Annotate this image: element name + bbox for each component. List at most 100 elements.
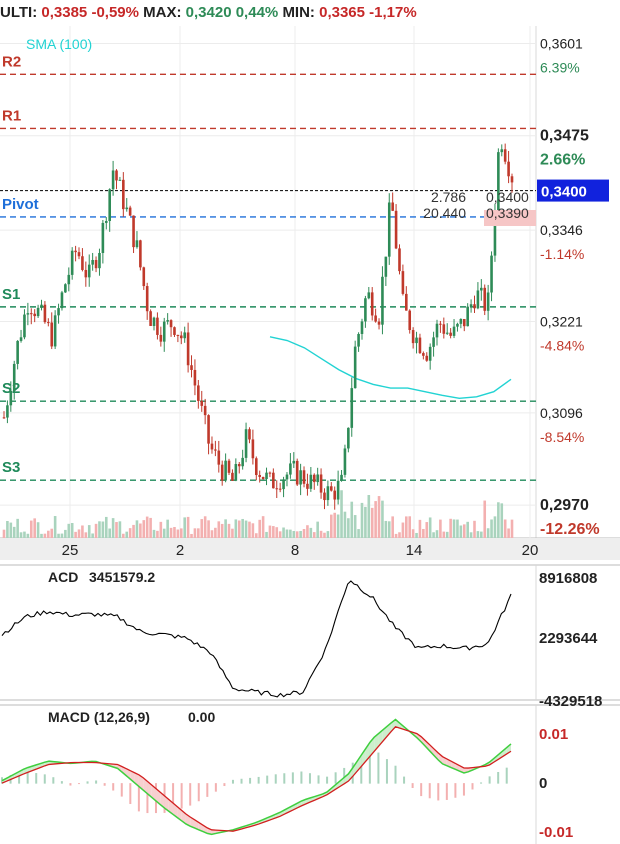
candle-body-89: [306, 483, 309, 489]
candle-body-6: [23, 314, 26, 338]
volume-bar-71: [244, 520, 248, 538]
volume-bar-127: [435, 530, 439, 538]
candle-body-117: [401, 271, 405, 294]
order-book-qty-0: 2.786: [431, 189, 466, 205]
volume-bar-121: [415, 532, 418, 538]
price-tick-pct-1: 2.66%: [540, 152, 585, 169]
volume-bar-62: [214, 527, 217, 538]
volume-bar-3: [12, 526, 16, 538]
candle-body-53: [183, 332, 186, 339]
candle-body-93: [319, 474, 323, 493]
macd-fill-33: [143, 777, 148, 794]
volume-bar-23: [81, 525, 84, 538]
candle-body-52: [179, 335, 183, 339]
macd-hist-bar-54: [231, 779, 234, 784]
macd-fill-32: [138, 774, 144, 791]
quote-header: ULTI: 0,3385 -0,59% MAX: 0,3420 0,44% MI…: [0, 0, 620, 26]
volume-bar-85: [292, 531, 296, 538]
macd-hist-bar-102: [437, 783, 440, 801]
volume-bar-34: [118, 521, 122, 538]
volume-bar-107: [367, 494, 371, 538]
candle-body-75: [258, 475, 262, 477]
candle-body-129: [442, 324, 446, 334]
candle-body-20: [70, 250, 74, 275]
volume-bar-97: [333, 512, 337, 538]
macd-hist-bar-64: [274, 774, 277, 784]
candle-body-144: [493, 212, 497, 256]
candle-body-19: [67, 274, 71, 285]
volume-bar-111: [381, 500, 384, 538]
volume-bar-46: [159, 521, 163, 538]
candle-body-12: [43, 304, 47, 323]
volume-bar-96: [330, 514, 333, 538]
macd-hist-bar-60: [257, 776, 260, 784]
volume-bar-112: [384, 520, 388, 538]
current-price-marker: [537, 179, 609, 202]
candle-body-77: [265, 472, 268, 480]
volume-bar-45: [156, 530, 159, 538]
candle-body-8: [29, 313, 33, 315]
candle-body-71: [244, 429, 248, 458]
volume-bar-117: [401, 522, 405, 538]
macd-fill-101: [434, 748, 439, 761]
macd-hist-bar-20: [86, 781, 89, 784]
order-book-bar-1: [484, 210, 536, 226]
volume-bar-92: [316, 521, 319, 538]
min-value: 0,3365: [319, 4, 365, 21]
order-book-qty-1: 20.440: [423, 205, 466, 221]
candle-body-61: [210, 443, 214, 450]
candle-body-130: [445, 332, 449, 334]
level-label-s1: S1: [2, 286, 20, 303]
macd-hist-bar-74: [317, 775, 320, 784]
sma-polyline: [269, 336, 512, 400]
candle-body-0: [2, 417, 6, 419]
candle-body-43: [149, 311, 152, 326]
candle-body-84: [289, 463, 292, 475]
candle-body-88: [302, 470, 306, 484]
candle-body-140: [480, 287, 483, 291]
volume-bar-67: [231, 528, 234, 538]
price-tick-pct-2: -1.14%: [540, 246, 584, 262]
macd-hist-bar-48: [206, 783, 209, 797]
volume-bar-126: [432, 532, 435, 538]
candle-body-41: [142, 267, 146, 287]
macd-hist-bar-118: [505, 767, 508, 784]
volume-bar-69: [237, 520, 241, 538]
candle-body-47: [162, 321, 166, 342]
macd-tick-2: -0.01: [539, 824, 573, 841]
candle-body-101: [347, 427, 350, 449]
candle-body-99: [340, 474, 343, 481]
volume-bar-22: [77, 529, 81, 538]
candle-body-105: [360, 321, 364, 334]
volume-bar-20: [70, 523, 74, 538]
macd-hist-bar-52: [223, 783, 226, 787]
candle-body-44: [152, 317, 156, 326]
candle-body-17: [60, 292, 64, 309]
volume-bar-122: [418, 519, 422, 538]
volume-bar-38: [132, 524, 135, 538]
macd-hist-bar-34: [146, 783, 149, 814]
macd-hist-bar-96: [411, 783, 414, 788]
candle-body-34: [118, 179, 122, 181]
price-tick-label-3: 0,3221: [540, 313, 583, 329]
candle-body-135: [462, 318, 466, 327]
volume-bar-102: [350, 501, 354, 538]
volume-bar-128: [439, 519, 442, 538]
candle-body-40: [139, 240, 142, 268]
macd-hist-bar-86: [368, 749, 371, 784]
price-tick-label-5: 0,2970: [540, 497, 589, 514]
macd-hist-bar-94: [403, 776, 406, 784]
macd-fill-98: [421, 736, 426, 747]
candle-body-69: [237, 464, 241, 467]
candle-body-55: [190, 365, 193, 370]
volume-bar-82: [282, 527, 285, 538]
macd-hist-bar-98: [420, 783, 423, 797]
candle-body-125: [428, 346, 432, 361]
candle-body-145: [497, 152, 500, 213]
candle-body-23: [81, 256, 84, 270]
volume-bar-136: [466, 521, 469, 538]
macd-hist-bar-32: [137, 783, 140, 812]
volume-bar-49: [169, 527, 173, 538]
macd-hist-bar-4: [18, 772, 21, 784]
